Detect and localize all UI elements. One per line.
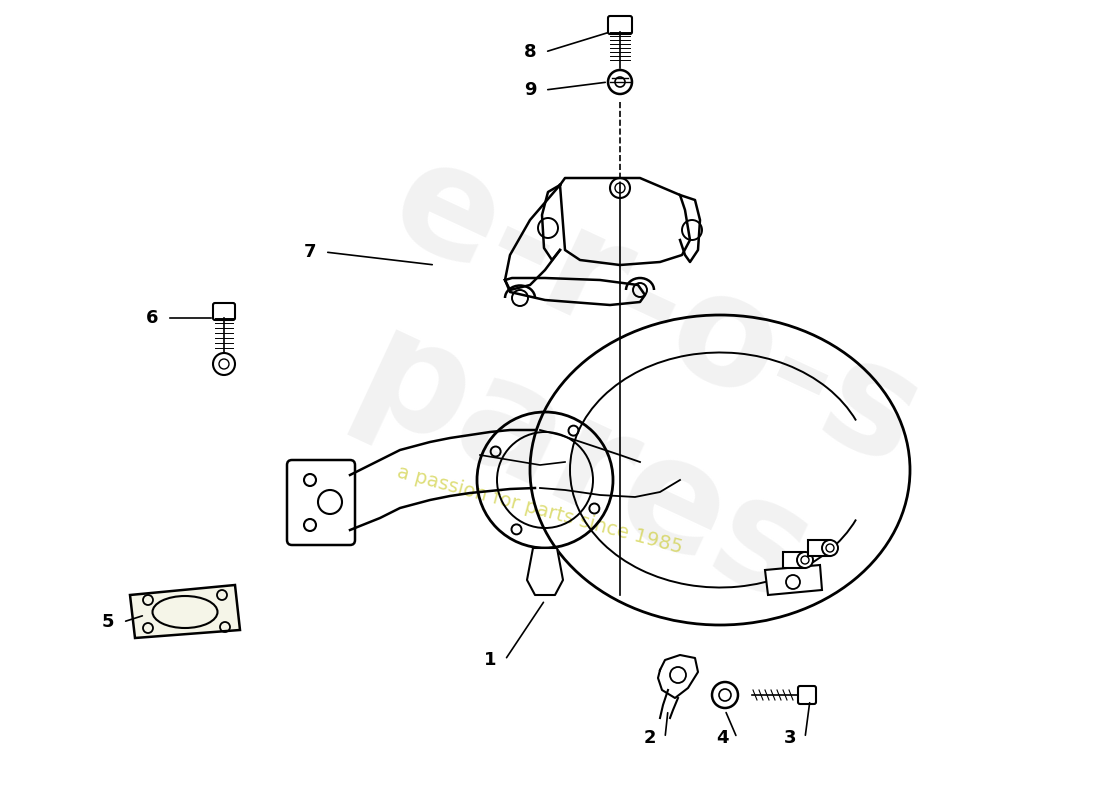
Text: 4: 4 [716, 729, 728, 747]
Text: 1: 1 [484, 651, 496, 669]
Text: 5: 5 [101, 613, 114, 631]
FancyBboxPatch shape [608, 16, 632, 34]
Circle shape [213, 353, 235, 375]
Polygon shape [130, 585, 240, 638]
Text: 7: 7 [304, 243, 317, 261]
Bar [808, 540, 830, 556]
Polygon shape [527, 548, 563, 595]
Text: a passion for parts since 1985: a passion for parts since 1985 [395, 462, 685, 558]
Text: 9: 9 [524, 81, 537, 99]
Text: e-r-o-s
pares: e-r-o-s pares [296, 125, 944, 655]
FancyBboxPatch shape [213, 303, 235, 320]
Text: 2: 2 [644, 729, 657, 747]
Bar [783, 552, 805, 568]
Circle shape [712, 682, 738, 708]
Circle shape [798, 552, 813, 568]
Polygon shape [764, 565, 822, 595]
FancyBboxPatch shape [798, 686, 816, 704]
Circle shape [608, 70, 632, 94]
Text: 6: 6 [145, 309, 158, 327]
Circle shape [822, 540, 838, 556]
Text: 8: 8 [524, 43, 537, 61]
Text: 3: 3 [783, 729, 796, 747]
